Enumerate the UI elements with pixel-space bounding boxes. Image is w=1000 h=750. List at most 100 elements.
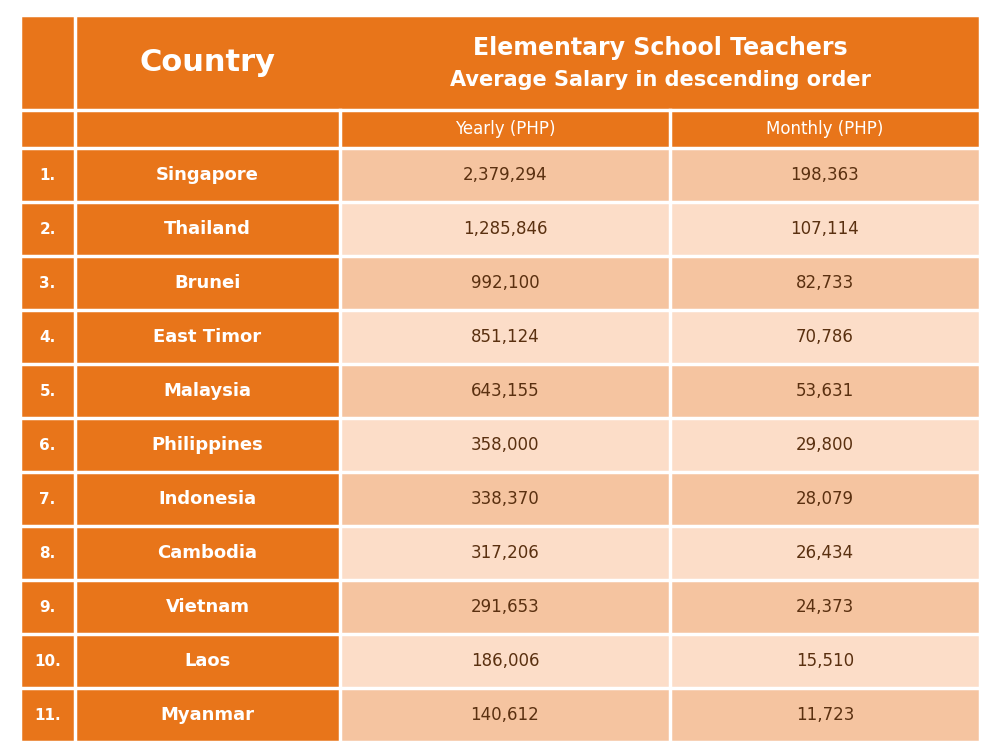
Text: Thailand: Thailand bbox=[164, 220, 251, 238]
Bar bbox=[670, 418, 980, 472]
Text: 1.: 1. bbox=[39, 167, 56, 182]
Text: Singapore: Singapore bbox=[156, 166, 259, 184]
Text: Elementary School Teachers: Elementary School Teachers bbox=[473, 36, 847, 60]
Bar bbox=[75, 202, 340, 256]
Bar bbox=[670, 148, 980, 202]
Bar bbox=[75, 364, 340, 418]
Bar bbox=[75, 310, 340, 364]
Bar bbox=[340, 15, 980, 110]
Bar bbox=[340, 418, 670, 472]
Bar bbox=[75, 688, 340, 742]
Text: 11.: 11. bbox=[34, 707, 61, 722]
Bar bbox=[75, 148, 340, 202]
Bar bbox=[20, 110, 75, 148]
Text: 8.: 8. bbox=[39, 545, 56, 560]
Text: 7.: 7. bbox=[39, 491, 56, 506]
Text: 186,006: 186,006 bbox=[471, 652, 539, 670]
Text: 53,631: 53,631 bbox=[796, 382, 854, 400]
Text: Malaysia: Malaysia bbox=[164, 382, 252, 400]
Text: Country: Country bbox=[140, 48, 276, 77]
Text: 358,000: 358,000 bbox=[471, 436, 539, 454]
Bar bbox=[20, 15, 75, 110]
Text: Average Salary in descending order: Average Salary in descending order bbox=[450, 70, 870, 89]
Text: 29,800: 29,800 bbox=[796, 436, 854, 454]
Bar bbox=[20, 202, 75, 256]
Text: 851,124: 851,124 bbox=[471, 328, 539, 346]
Text: 24,373: 24,373 bbox=[796, 598, 854, 616]
Bar bbox=[670, 256, 980, 310]
Text: 6.: 6. bbox=[39, 437, 56, 452]
Bar bbox=[75, 634, 340, 688]
Bar bbox=[20, 526, 75, 580]
Text: 26,434: 26,434 bbox=[796, 544, 854, 562]
Text: 107,114: 107,114 bbox=[791, 220, 859, 238]
Bar bbox=[20, 634, 75, 688]
Text: 11,723: 11,723 bbox=[796, 706, 854, 724]
Text: Indonesia: Indonesia bbox=[158, 490, 257, 508]
Text: 3.: 3. bbox=[39, 275, 56, 290]
Text: 15,510: 15,510 bbox=[796, 652, 854, 670]
Bar bbox=[340, 580, 670, 634]
Text: East Timor: East Timor bbox=[153, 328, 262, 346]
Text: 338,370: 338,370 bbox=[471, 490, 539, 508]
Text: 992,100: 992,100 bbox=[471, 274, 539, 292]
Bar bbox=[340, 472, 670, 526]
Bar bbox=[75, 256, 340, 310]
Bar bbox=[340, 688, 670, 742]
Text: 4.: 4. bbox=[39, 329, 56, 344]
Text: Monthly (PHP): Monthly (PHP) bbox=[766, 120, 884, 138]
Bar bbox=[340, 148, 670, 202]
Bar bbox=[75, 418, 340, 472]
Bar bbox=[340, 110, 670, 148]
Text: 198,363: 198,363 bbox=[791, 166, 859, 184]
Bar bbox=[670, 634, 980, 688]
Text: 643,155: 643,155 bbox=[471, 382, 539, 400]
Bar bbox=[20, 364, 75, 418]
Text: 28,079: 28,079 bbox=[796, 490, 854, 508]
Text: 10.: 10. bbox=[34, 653, 61, 668]
Bar bbox=[670, 110, 980, 148]
Text: Vietnam: Vietnam bbox=[166, 598, 250, 616]
Bar bbox=[670, 364, 980, 418]
Bar bbox=[670, 310, 980, 364]
Bar bbox=[670, 472, 980, 526]
Bar bbox=[75, 472, 340, 526]
Text: 70,786: 70,786 bbox=[796, 328, 854, 346]
Text: Yearly (PHP): Yearly (PHP) bbox=[455, 120, 555, 138]
Text: Brunei: Brunei bbox=[174, 274, 241, 292]
Bar bbox=[670, 580, 980, 634]
Text: 1,285,846: 1,285,846 bbox=[463, 220, 547, 238]
Bar bbox=[75, 110, 340, 148]
Bar bbox=[20, 148, 75, 202]
Text: 9.: 9. bbox=[39, 599, 56, 614]
Bar bbox=[75, 526, 340, 580]
Text: Laos: Laos bbox=[184, 652, 231, 670]
Bar bbox=[20, 688, 75, 742]
Bar bbox=[670, 526, 980, 580]
Text: 291,653: 291,653 bbox=[471, 598, 539, 616]
Text: Cambodia: Cambodia bbox=[158, 544, 258, 562]
Bar bbox=[340, 364, 670, 418]
Bar bbox=[20, 256, 75, 310]
Bar bbox=[340, 256, 670, 310]
Bar bbox=[670, 688, 980, 742]
Bar bbox=[340, 202, 670, 256]
Bar bbox=[20, 310, 75, 364]
Bar bbox=[340, 634, 670, 688]
Text: 140,612: 140,612 bbox=[471, 706, 539, 724]
Text: 317,206: 317,206 bbox=[471, 544, 539, 562]
Text: Myanmar: Myanmar bbox=[160, 706, 254, 724]
Bar bbox=[75, 580, 340, 634]
Bar bbox=[340, 310, 670, 364]
Text: 82,733: 82,733 bbox=[796, 274, 854, 292]
Bar bbox=[75, 15, 340, 110]
Text: 5.: 5. bbox=[39, 383, 56, 398]
Bar bbox=[20, 418, 75, 472]
Bar bbox=[340, 526, 670, 580]
Text: 2,379,294: 2,379,294 bbox=[463, 166, 547, 184]
Bar bbox=[20, 580, 75, 634]
Bar bbox=[670, 202, 980, 256]
Text: Philippines: Philippines bbox=[152, 436, 263, 454]
Text: 2.: 2. bbox=[39, 221, 56, 236]
Bar bbox=[20, 472, 75, 526]
